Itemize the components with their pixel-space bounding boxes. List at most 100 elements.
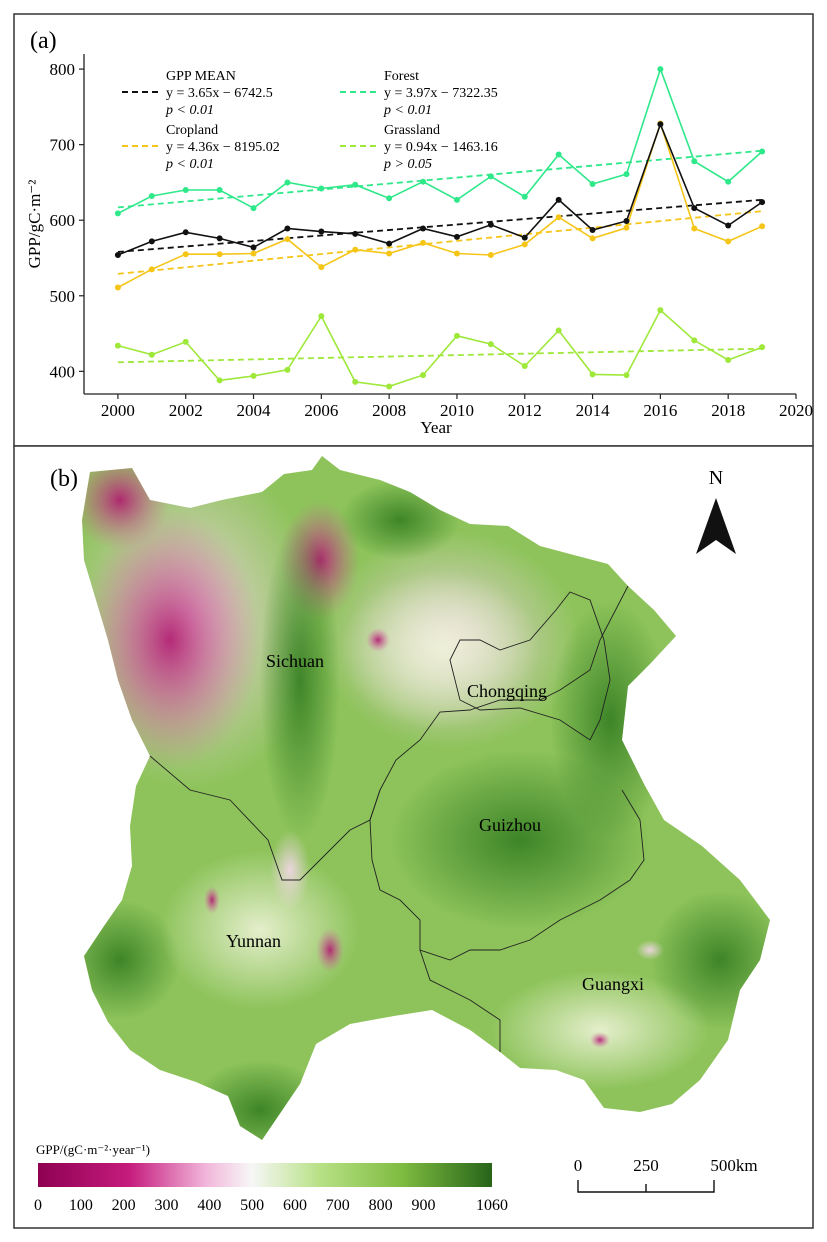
- legend-name-cropland: Cropland: [166, 123, 218, 138]
- panel-a-label: (a): [30, 28, 57, 54]
- panel-b-label: (b): [50, 466, 78, 492]
- data-point-grassland: [420, 372, 427, 379]
- data-point-grassland: [623, 372, 630, 379]
- data-point-forest: [487, 173, 494, 180]
- data-point-grassland: [555, 327, 562, 334]
- data-point-grassland: [453, 332, 460, 339]
- y-tick-label: 800: [50, 60, 76, 79]
- data-point-gpp-mean: [589, 227, 596, 234]
- colorbar-tick-label: 600: [283, 1197, 307, 1214]
- data-point-grassland: [114, 342, 121, 349]
- north-arrow-icon: [696, 498, 736, 554]
- data-point-gpp-mean: [453, 233, 460, 240]
- colorbar-ticks: 0 100 200 300 400 500 600 700 800 900 1060: [34, 1197, 508, 1214]
- data-point-gpp-mean: [386, 240, 393, 247]
- data-point-forest: [250, 205, 257, 212]
- data-point-cropland: [352, 246, 359, 253]
- line-chart: 400 500 600 700 800 2000 2002 2004 2006 2008 2010…: [25, 54, 813, 437]
- data-point-grassland: [250, 372, 257, 379]
- scale-bar: 0 250 500km: [574, 1156, 758, 1193]
- data-point-gpp-mean: [725, 222, 732, 229]
- map-label-yunnan: Yunnan: [226, 931, 281, 951]
- series-lines: [117, 66, 763, 388]
- data-point-cropland: [623, 224, 630, 231]
- trend-line-forest: [117, 149, 763, 209]
- data-point-gpp-mean: [352, 230, 359, 237]
- data-point-forest: [182, 187, 189, 193]
- x-ticks: 2000 2002 2004 2006 2008 2010 2012 2014 2016 2018…: [101, 394, 813, 420]
- north-arrow: N: [696, 467, 736, 554]
- scale-label-250: 250: [633, 1156, 659, 1175]
- data-point-forest: [521, 193, 528, 200]
- data-point-cropland: [182, 251, 189, 258]
- legend-equation-cropland: y = 4.36x − 8195.02: [166, 140, 280, 155]
- border-yunnan-guangxi: [419, 949, 501, 1052]
- legend-pvalue-forest: p < 0.01: [383, 103, 432, 118]
- data-point-grassland: [691, 337, 698, 344]
- legend-equation-grassland: y = 0.94x − 1463.16: [384, 140, 498, 155]
- data-point-gpp-mean: [318, 228, 325, 235]
- data-point-grassland: [759, 344, 766, 351]
- map-label-sichuan: Sichuan: [266, 651, 324, 671]
- data-point-gpp-mean: [521, 234, 528, 241]
- data-point-grassland: [148, 351, 155, 358]
- colorbar-tick-label: 100: [69, 1197, 93, 1214]
- data-point-cropland: [386, 250, 393, 257]
- legend-name-gpp-mean: GPP MEAN: [166, 69, 236, 84]
- data-point-gpp-mean: [657, 121, 664, 128]
- series-line-forest: [117, 66, 763, 215]
- data-point-gpp-mean: [691, 205, 698, 212]
- data-point-gpp-mean: [420, 225, 427, 232]
- data-point-cropland: [487, 251, 494, 258]
- data-point-forest: [623, 171, 630, 178]
- series-line-grassland: [117, 308, 763, 388]
- colorbar-tick-label: 400: [197, 1197, 221, 1214]
- data-point-grassland: [521, 363, 528, 370]
- data-point-forest: [148, 193, 155, 200]
- data-point-forest: [284, 179, 291, 186]
- data-point-gpp-mean: [487, 221, 494, 228]
- north-arrow-label: N: [709, 467, 723, 489]
- data-point-gpp-mean: [114, 251, 121, 258]
- data-point-forest: [759, 148, 766, 155]
- y-tick-label: 400: [50, 362, 76, 381]
- gpp-map: Sichuan Chongqing Guizhou Yunnan Guangxi: [82, 456, 770, 1140]
- y-tick-label: 600: [50, 211, 76, 230]
- data-point-forest: [725, 178, 732, 185]
- data-point-cropland: [555, 214, 562, 221]
- colorbar: GPP/(gC·m⁻²·year⁻¹) 0 100 200 300 400 500 600 7…: [34, 1142, 508, 1214]
- colorbar-tick-label: 700: [326, 1197, 350, 1214]
- data-point-forest: [420, 178, 427, 185]
- x-tick-label: 2010: [440, 401, 474, 420]
- panel-a-frame: [13, 13, 814, 447]
- trend-line-cropland: [117, 210, 763, 275]
- data-point-cropland: [589, 235, 596, 242]
- x-tick-label: 2004: [237, 401, 272, 420]
- legend-equation-gpp-mean: y = 3.65x − 6742.5: [166, 86, 273, 101]
- data-point-grassland: [352, 378, 359, 385]
- series-points: [114, 66, 766, 390]
- data-point-grassland: [725, 357, 732, 363]
- colorbar-tick-label: 0: [34, 1197, 42, 1214]
- data-point-forest: [657, 66, 664, 73]
- colorbar-tick-label: 800: [369, 1197, 393, 1214]
- y-axis-title: GPP/gC·m⁻²: [25, 180, 44, 269]
- data-point-gpp-mean: [182, 229, 189, 236]
- x-tick-label: 2008: [372, 401, 406, 420]
- data-point-gpp-mean: [623, 217, 630, 224]
- province-borders: [149, 585, 645, 1052]
- data-point-cropland: [453, 250, 460, 257]
- legend-pvalue-gpp-mean: p < 0.01: [165, 103, 214, 118]
- x-tick-label: 2002: [169, 401, 203, 420]
- data-point-grassland: [182, 338, 189, 345]
- legend-equation-forest: y = 3.97x − 7322.35: [384, 86, 498, 101]
- data-point-cropland: [284, 236, 291, 243]
- x-tick-label: 2006: [304, 401, 338, 420]
- legend-name-forest: Forest: [384, 69, 419, 84]
- colorbar-tick-label: 300: [154, 1197, 178, 1214]
- data-point-grassland: [487, 341, 494, 348]
- border-chongqing: [449, 591, 611, 741]
- colorbar-tick-label: 500: [240, 1197, 264, 1214]
- data-point-gpp-mean: [250, 244, 257, 251]
